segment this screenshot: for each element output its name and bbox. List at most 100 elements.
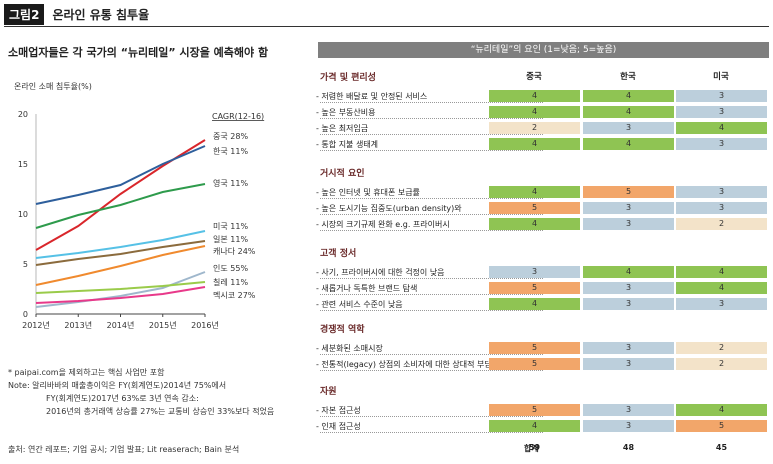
score-cell: 5 — [489, 342, 580, 354]
score-cell: 3 — [676, 106, 767, 118]
total-value: 59 — [528, 443, 541, 452]
series-line-인도 — [35, 271, 206, 308]
figure-header: 그림2 온라인 유통 침투율 — [4, 4, 149, 25]
figure-title: 온라인 유통 침투율 — [52, 8, 150, 22]
series-label: 인도 55% — [213, 263, 248, 273]
factor-label: - 높은 도시기능 집중도(urban density)와 — [316, 204, 462, 213]
score-cell: 3 — [676, 90, 767, 102]
score-cell: 5 — [489, 282, 580, 294]
x-tick-label: 2012년 — [22, 320, 50, 330]
score-cell: 2 — [676, 358, 767, 370]
score-cell: 3 — [583, 420, 674, 432]
score-cell: 4 — [489, 106, 580, 118]
score-cell: 5 — [583, 186, 674, 198]
score-cell: 4 — [583, 138, 674, 150]
dotted-rule — [320, 102, 543, 103]
figure-badge: 그림2 — [4, 4, 45, 25]
score-cell: 4 — [489, 90, 580, 102]
dotted-rule — [320, 432, 543, 433]
score-cell: 5 — [676, 420, 767, 432]
section-title: 자원 — [320, 387, 337, 397]
source-note: 출처: 연간 레포트; 기업 공시; 기업 발표; Lit reaserach;… — [8, 445, 240, 454]
factor-label: - 인재 접근성 — [316, 422, 361, 431]
score-cell: 4 — [489, 186, 580, 198]
dotted-rule — [320, 370, 543, 371]
y-tick-label: 5 — [23, 260, 28, 269]
factor-label: - 세분화된 소매시장 — [316, 344, 383, 353]
factors-title: “뉴리테일”의 요인 (1=낮음; 5=높음) — [318, 42, 769, 58]
note-line: FY(회계연도)2017년 63%로 3년 연속 감소: — [46, 394, 199, 403]
series-label: 멕시코 27% — [213, 290, 256, 300]
score-cell: 3 — [676, 202, 767, 214]
cagr-header: CAGR(12-16) — [212, 112, 264, 121]
score-cell: 3 — [583, 202, 674, 214]
series-line-캐나다 — [35, 245, 206, 286]
section-title: 고객 정서 — [320, 249, 357, 259]
series-label: 미국 11% — [213, 222, 248, 231]
factor-label: - 사기, 프라이버시에 대한 걱정이 낮음 — [316, 268, 445, 277]
score-cell: 2 — [676, 342, 767, 354]
dotted-rule — [320, 150, 543, 151]
score-cell: 4 — [489, 218, 580, 230]
y-tick-label: 15 — [18, 160, 28, 169]
factor-label: - 높은 인터넷 및 휴대폰 보급률 — [316, 188, 420, 197]
score-cell: 3 — [583, 358, 674, 370]
dotted-rule — [320, 230, 543, 231]
score-cell: 3 — [676, 298, 767, 310]
factor-label: - 저렴한 배달료 및 안정된 서비스 — [316, 92, 428, 101]
series-label: 일본 11% — [213, 235, 248, 244]
x-tick-label: 2015년 — [149, 320, 177, 330]
column-header: 한국 — [620, 72, 636, 82]
score-cell: 4 — [489, 420, 580, 432]
series-label: 칠레 11% — [213, 278, 248, 287]
dotted-rule — [320, 294, 543, 295]
series-label: 영국 11% — [213, 178, 248, 188]
score-cell: 4 — [583, 266, 674, 278]
line-chart: 온라인 소매 침투율(%) 0 5 10 15 20 2012년 2013년 2014년 2015… — [14, 81, 264, 330]
section-title: 가격 및 편리성 — [320, 73, 376, 83]
score-cell: 4 — [489, 138, 580, 150]
score-cell: 4 — [583, 106, 674, 118]
factor-label: - 관련 서비스 수준이 낮음 — [316, 300, 403, 309]
y-tick-label: 20 — [18, 110, 28, 119]
factor-label: - 새롭거나 독특한 브랜드 탐색 — [316, 284, 418, 293]
column-header: 중국 — [526, 72, 542, 82]
factor-label: - 전통적(legacy) 상점의 소비자에 대한 상대적 부담율 — [316, 360, 500, 369]
left-panel-title: 소매업자들은 각 국가의 “뉴리테일” 시장을 예측해야 함 — [8, 46, 269, 59]
chart-notes: * paipai.com을 제외하고는 핵심 사업만 포함 Note: 알리바바… — [8, 366, 274, 418]
score-cell: 5 — [489, 404, 580, 416]
x-tick-label: 2013년 — [64, 320, 92, 330]
score-cell: 4 — [583, 90, 674, 102]
score-cell: 4 — [676, 282, 767, 294]
dotted-rule — [320, 198, 543, 199]
dotted-rule — [320, 310, 543, 311]
score-cell: 3 — [489, 266, 580, 278]
factor-label: - 시장의 크기규제 완화 e.g. 프라이버시 — [316, 220, 450, 229]
dotted-rule — [320, 278, 543, 279]
x-tick-label: 2014년 — [107, 320, 135, 330]
series-line-일본 — [35, 240, 206, 266]
y-axis-label: 온라인 소매 침투율(%) — [14, 81, 92, 91]
score-cell: 5 — [489, 202, 580, 214]
score-cell: 2 — [489, 122, 580, 134]
score-cell: 3 — [583, 404, 674, 416]
score-cell: 3 — [583, 342, 674, 354]
y-tick-label: 10 — [18, 210, 28, 219]
score-cell: 4 — [676, 122, 767, 134]
total-value: 48 — [622, 443, 635, 452]
factor-label: - 자본 접근성 — [316, 406, 361, 415]
dotted-rule — [320, 134, 543, 135]
y-tick-label: 0 — [23, 310, 28, 319]
series-label: 중국 28% — [213, 132, 248, 141]
series-label: 한국 11% — [213, 147, 248, 156]
score-cell: 3 — [676, 186, 767, 198]
column-header: 미국 — [713, 72, 729, 82]
note-line: 2016년의 총거래액 상승률 27%는 교통비 상승인 33%보다 적었음 — [46, 407, 275, 416]
factor-label: - 높은 부동산비용 — [316, 108, 376, 117]
note-line: Note: 알리바바의 매출총이익은 FY(회계연도)2014년 75%에서 — [8, 381, 227, 390]
score-cell: 3 — [583, 122, 674, 134]
total-value: 45 — [715, 443, 728, 452]
score-cell: 3 — [676, 138, 767, 150]
dotted-rule — [320, 416, 543, 417]
dotted-rule — [320, 118, 543, 119]
